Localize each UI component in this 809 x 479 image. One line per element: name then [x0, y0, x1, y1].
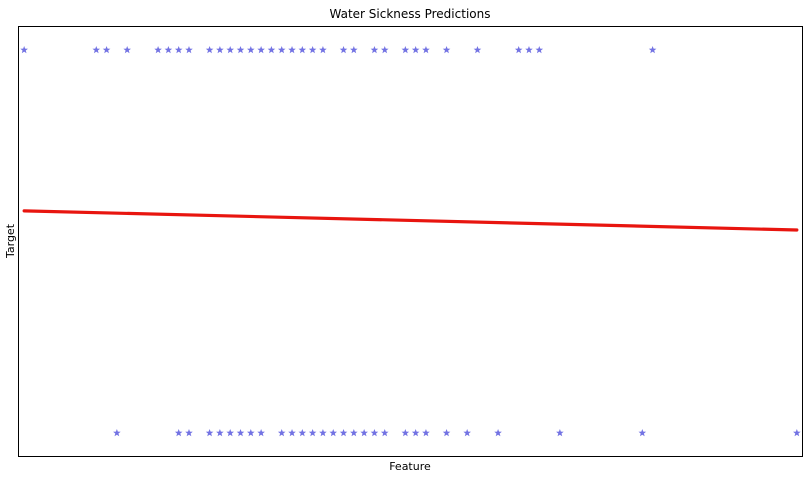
- data-point: [205, 45, 214, 54]
- data-point: [236, 429, 245, 437]
- regression-line: [22, 209, 799, 232]
- data-point: [350, 429, 358, 437]
- data-point: [411, 45, 420, 54]
- data-point: [174, 429, 183, 437]
- data-point: [638, 429, 647, 437]
- data-point: [442, 429, 451, 437]
- data-point: [535, 45, 544, 54]
- data-point: [174, 45, 183, 54]
- data-point: [494, 429, 502, 437]
- data-point: [205, 429, 214, 437]
- data-point: [216, 45, 224, 54]
- data-point: [370, 45, 379, 54]
- data-point: [277, 45, 286, 54]
- data-point: [92, 45, 101, 54]
- data-point: [226, 45, 235, 54]
- data-point: [350, 45, 358, 54]
- data-point: [226, 429, 235, 437]
- data-point: [236, 45, 245, 54]
- data-point: [123, 45, 131, 54]
- data-point: [329, 429, 338, 437]
- chart-title: Water Sickness Predictions: [330, 7, 491, 21]
- data-point: [20, 45, 28, 54]
- y-axis-label: Target: [4, 223, 17, 259]
- plot-frame: [18, 26, 803, 457]
- data-point: [411, 429, 420, 437]
- data-point: [525, 45, 533, 54]
- plot-marks: [20, 45, 801, 437]
- data-point: [247, 45, 255, 54]
- data-point: [308, 45, 317, 54]
- data-point: [339, 45, 348, 54]
- data-point: [164, 45, 173, 54]
- x-axis-label: Feature: [389, 460, 431, 473]
- data-point: [401, 429, 410, 437]
- data-point: [247, 429, 255, 437]
- data-point: [514, 45, 523, 54]
- data-point: [185, 45, 193, 54]
- data-point: [154, 45, 162, 54]
- data-point: [308, 429, 317, 437]
- data-point: [370, 429, 379, 437]
- data-point: [257, 45, 265, 54]
- data-point: [360, 429, 368, 437]
- data-point: [102, 45, 111, 54]
- data-point: [288, 45, 296, 54]
- data-point: [793, 429, 801, 437]
- data-point: [216, 429, 224, 437]
- data-point: [422, 45, 430, 54]
- data-point: [463, 429, 471, 437]
- data-point: [556, 429, 564, 437]
- data-point: [339, 429, 348, 437]
- data-point: [473, 45, 482, 54]
- data-point: [277, 429, 286, 437]
- data-point: [380, 429, 389, 437]
- data-point: [298, 429, 307, 437]
- data-point: [298, 45, 307, 54]
- data-point: [257, 429, 265, 437]
- data-point: [442, 45, 451, 54]
- data-point: [380, 45, 389, 54]
- data-point: [319, 429, 327, 437]
- data-point: [267, 45, 276, 54]
- data-point: [422, 429, 430, 437]
- data-point: [319, 45, 327, 54]
- data-point: [648, 45, 657, 54]
- data-point: [401, 45, 410, 54]
- data-point: [288, 429, 296, 437]
- data-point: [113, 429, 121, 437]
- data-point: [185, 429, 193, 437]
